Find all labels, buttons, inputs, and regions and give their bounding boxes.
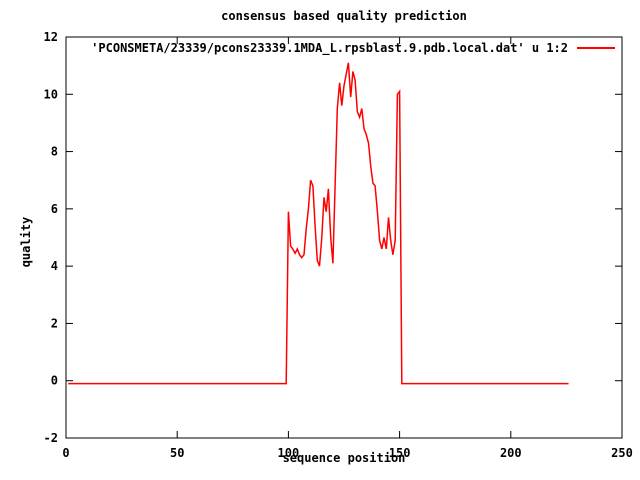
- x-tick-label: 200: [500, 446, 522, 460]
- chart-title: consensus based quality prediction: [221, 9, 467, 23]
- y-tick-label: 0: [51, 374, 58, 388]
- y-tick-label: 12: [44, 30, 58, 44]
- y-tick-label: 6: [51, 202, 58, 216]
- x-tick-label: 250: [611, 446, 633, 460]
- plot-frame: [65, 36, 623, 439]
- legend: 'PCONSMETA/23339/pcons23339.1MDA_L.rpsbl…: [91, 41, 615, 55]
- y-tick-label: 2: [51, 316, 58, 330]
- x-axis-title: sequence position: [282, 451, 406, 465]
- y-tick-label: 10: [44, 87, 58, 101]
- x-tick-label: 50: [170, 446, 184, 460]
- y-axis-title: quality: [19, 216, 33, 268]
- data-line: [68, 62, 569, 385]
- x-tick-label: 150: [389, 446, 411, 460]
- x-tick-label: 100: [278, 446, 300, 460]
- y-tick-label: 8: [51, 145, 58, 159]
- legend-line-sample: [577, 47, 615, 49]
- legend-series-label: 'PCONSMETA/23339/pcons23339.1MDA_L.rpsbl…: [91, 41, 568, 55]
- x-tick-label: 0: [62, 446, 69, 460]
- y-tick-label: -2: [44, 431, 58, 445]
- y-tick-label: 4: [51, 259, 58, 273]
